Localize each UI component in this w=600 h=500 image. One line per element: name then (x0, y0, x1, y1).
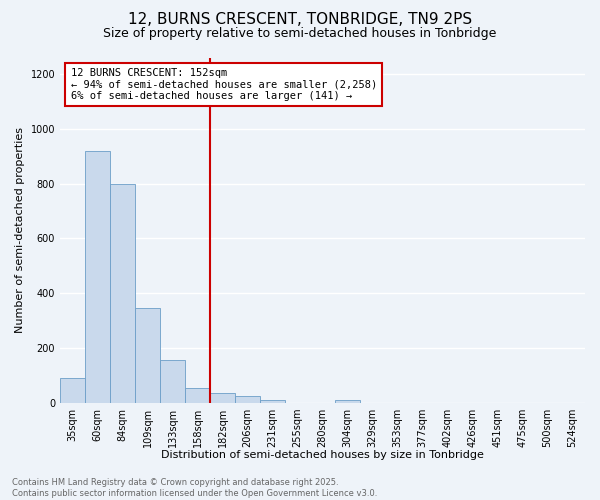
Bar (110, 184, 135, 403)
Bar (335, 400, 360, 403)
X-axis label: Distribution of semi-detached houses by size in Tonbridge: Distribution of semi-detached houses by … (161, 450, 484, 460)
Bar (60, 378, 85, 403)
Y-axis label: Number of semi-detached properties: Number of semi-detached properties (15, 127, 25, 333)
Text: 12, BURNS CRESCENT, TONBRIDGE, TN9 2PS: 12, BURNS CRESCENT, TONBRIDGE, TN9 2PS (128, 12, 472, 28)
Text: 12 BURNS CRESCENT: 152sqm
← 94% of semi-detached houses are smaller (2,258)
6% o: 12 BURNS CRESCENT: 152sqm ← 94% of semi-… (71, 68, 377, 101)
Bar (85, 150, 110, 403)
Text: Contains HM Land Registry data © Crown copyright and database right 2025.
Contai: Contains HM Land Registry data © Crown c… (12, 478, 377, 498)
Bar (160, 360, 185, 403)
Bar (135, 308, 160, 403)
Text: Size of property relative to semi-detached houses in Tonbridge: Size of property relative to semi-detach… (103, 28, 497, 40)
Bar (260, 400, 285, 403)
Bar (185, 388, 210, 403)
Bar (210, 394, 235, 403)
Bar (235, 396, 260, 403)
